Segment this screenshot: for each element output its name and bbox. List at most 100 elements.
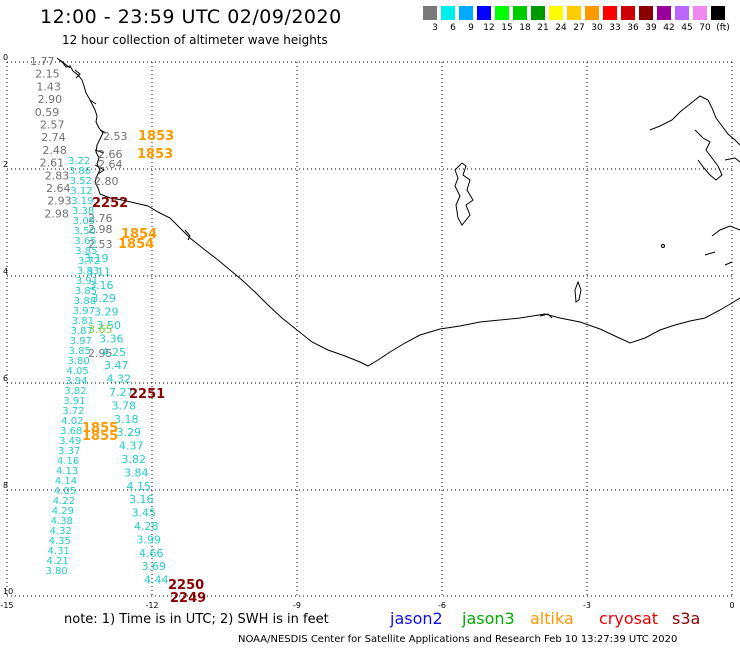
- scale-swatch: [423, 6, 437, 20]
- scale-swatch: [495, 6, 509, 20]
- wave-value-cyan: 4.14: [55, 476, 77, 487]
- wave-value-gray: 0.59: [35, 106, 60, 119]
- wave-value-cyan: 4.21: [47, 556, 69, 567]
- scale-swatch: [513, 6, 527, 20]
- scale-label: (ft): [716, 23, 730, 33]
- scale-swatch: [693, 6, 707, 20]
- wave-value-gray: 2.61: [40, 157, 65, 170]
- wave-value-cyan: 4.02: [61, 416, 83, 427]
- wave-value-cyan: 3.97: [73, 306, 95, 317]
- scale-label: 24: [555, 23, 567, 33]
- wave-value-cyan: 3.11: [87, 265, 112, 278]
- scale-swatch: [657, 6, 671, 20]
- wave-value-cyan: 3.29: [94, 306, 119, 319]
- scale-swatch: [603, 6, 617, 20]
- wave-value-cyan: 3.78: [112, 399, 137, 412]
- scale-label: 70: [699, 23, 711, 33]
- wave-value-cyan: 4.05: [54, 486, 76, 497]
- wave-value-cyan: 3.84: [124, 466, 149, 479]
- pass-time-label: 2249: [170, 591, 206, 606]
- scale-swatch: [639, 6, 653, 20]
- inlet-structure: [454, 162, 474, 226]
- wave-value-cyan: 4.32: [50, 526, 72, 537]
- x-tick-label: -15: [0, 601, 13, 610]
- footer-credit: NOAA/NESDIS Center for Satellite Applica…: [238, 634, 678, 645]
- islet: [661, 244, 665, 248]
- coastline: [56, 57, 740, 367]
- wave-value-gray: 2.90: [38, 93, 63, 106]
- scale-label: 6: [450, 23, 456, 33]
- scale-label: 45: [681, 23, 693, 33]
- wave-value-cyan: 3.16: [89, 279, 114, 292]
- wave-value-cyan: 4.31: [48, 546, 70, 557]
- map-subtitle: 12 hour collection of altimeter wave hei…: [62, 33, 328, 47]
- wave-value-cyan: 3.85: [75, 246, 97, 257]
- wave-value-cyan: 4.25: [102, 346, 127, 359]
- x-tick-label: -3: [583, 601, 591, 610]
- scale-swatch: [459, 6, 473, 20]
- wave-value-gray: 2.83: [45, 169, 70, 182]
- scale-label: 21: [537, 23, 549, 33]
- scale-swatch: [585, 6, 599, 20]
- wave-value-cyan: 3.19: [71, 196, 93, 207]
- pass-time-label: 1855: [82, 421, 118, 436]
- legend-altika: altika: [530, 609, 574, 628]
- wave-value-cyan: 3.82: [64, 386, 86, 397]
- pass-time-label: 1853: [137, 147, 173, 162]
- wave-value-cyan: 3.12: [70, 186, 92, 197]
- x-tick-label: -6: [438, 601, 446, 610]
- wave-value-cyan: 3.16: [129, 493, 154, 506]
- wave-value-cyan: 4.35: [49, 536, 71, 547]
- legend-jason3: jason3: [462, 609, 515, 628]
- wave-value-cyan: 3.37: [58, 446, 80, 457]
- wave-height-marks: 1.772.151.432.900.592.572.742.482.612.83…: [30, 55, 206, 606]
- wave-value-cyan: 4.13: [56, 466, 78, 477]
- wave-value-gray: 2.80: [94, 175, 119, 188]
- coast-detail-1: [59, 59, 107, 175]
- wave-value-gray: 2.98: [44, 207, 69, 220]
- pass-time-label: 2250: [168, 578, 204, 593]
- wave-value-cyan: 3.52: [70, 176, 92, 187]
- wave-value-cyan: 3.29: [117, 426, 142, 439]
- scale-swatch: [675, 6, 689, 20]
- wave-value-cyan: 3.85: [69, 346, 91, 357]
- wave-value-cyan: 3.88: [74, 296, 96, 307]
- northeast-coast: [649, 95, 740, 266]
- x-tick-label: -12: [145, 601, 158, 610]
- y-tick-label: 8: [3, 481, 8, 490]
- scale-label: 3: [432, 23, 438, 33]
- wave-value-cyan: 4.66: [139, 547, 164, 560]
- wave-value-cyan: 4.05: [66, 366, 88, 377]
- wave-value-cyan: 3.45: [132, 507, 157, 520]
- wave-value-cyan: 3.80: [68, 356, 90, 367]
- wave-value-gray: 2.93: [47, 195, 71, 208]
- wave-value-gray: 2.64: [98, 158, 123, 171]
- wave-value-cyan: 3.82: [122, 453, 147, 466]
- wave-value-cyan: 4.28: [134, 520, 159, 533]
- scale-label: 36: [627, 23, 639, 33]
- scale-swatch: [567, 6, 581, 20]
- wave-value-cyan: 4.32: [107, 373, 132, 386]
- x-tick-label: 0: [729, 601, 734, 610]
- wave-value-cyan: 7.27: [109, 386, 134, 399]
- wave-value-cyan: 3.86: [69, 166, 91, 177]
- wave-value-gray: 2.15: [35, 68, 60, 81]
- x-tick-label: -9: [293, 601, 301, 610]
- wave-value-cyan: 3.83: [77, 266, 99, 277]
- scale-label: 18: [519, 23, 531, 33]
- pass-time-label: 2251: [129, 387, 165, 402]
- wave-value-cyan: 3.97: [70, 336, 92, 347]
- wave-value-cyan: 4.37: [119, 440, 144, 453]
- wave-value-cyan: 3.09: [73, 216, 95, 227]
- wave-value-gray: 2.95: [88, 347, 113, 360]
- scale-label: 30: [591, 23, 603, 33]
- map-grid: -15 -12 -9 -6 -3 0 10 8 6 4 2 0: [0, 53, 734, 610]
- pass-time-label: 1853: [138, 129, 174, 144]
- wave-value-cyan: 3.94: [65, 376, 87, 387]
- wave-value-gray: 2.76: [88, 212, 113, 225]
- wave-value-cyan: 3.80: [45, 566, 67, 577]
- wave-value-cyan: 3.50: [97, 319, 122, 332]
- wave-value-cyan: 3.49: [59, 436, 81, 447]
- scale-swatch: [477, 6, 491, 20]
